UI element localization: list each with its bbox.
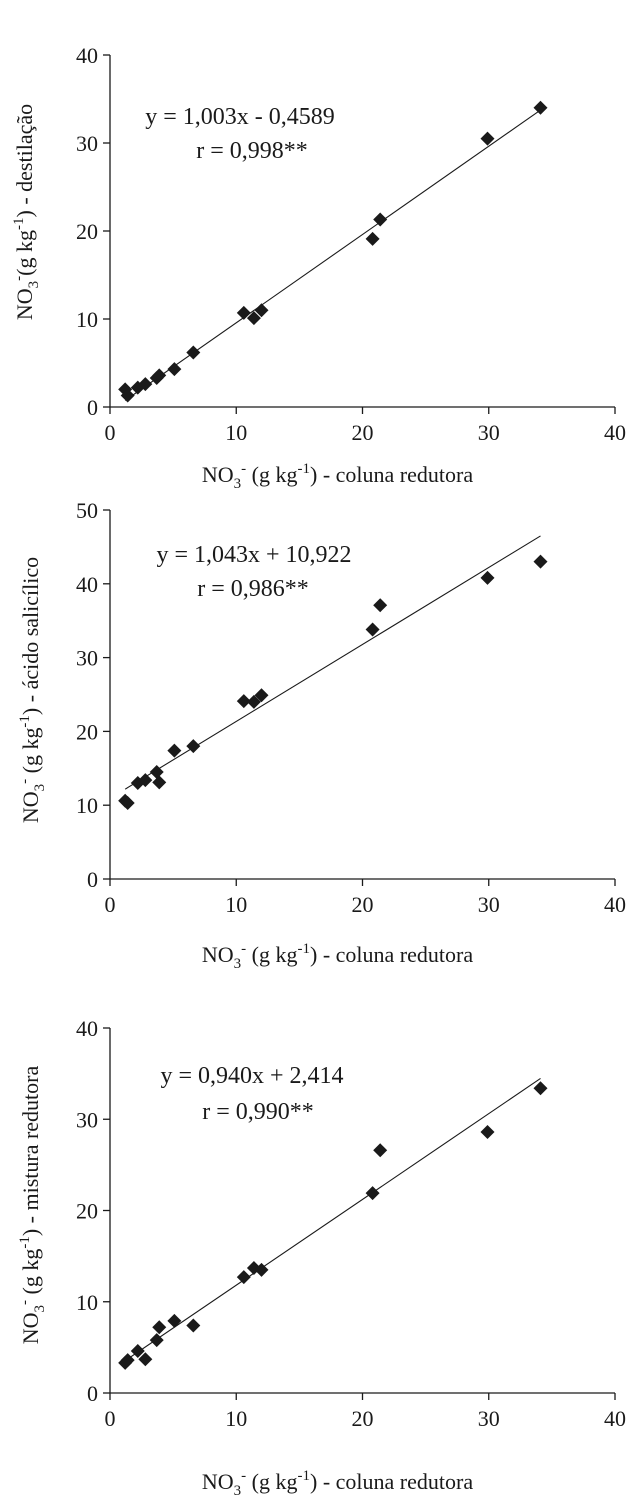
correlation-coefficient: r = 0,998** xyxy=(196,138,308,164)
regression-line xyxy=(124,1078,541,1362)
data-point xyxy=(365,231,380,246)
x-tick-label: 10 xyxy=(225,420,247,445)
y-tick-label: 20 xyxy=(76,219,98,244)
regression-equation: y = 1,043x + 10,922 xyxy=(156,542,351,568)
data-point xyxy=(373,1143,388,1158)
data-point xyxy=(236,694,251,709)
y-tick-label: 50 xyxy=(76,498,98,523)
data-point xyxy=(130,1344,145,1359)
data-point xyxy=(480,570,495,585)
data-point xyxy=(533,1081,548,1096)
regression-equation: y = 1,003x - 0,4589 xyxy=(145,104,335,130)
x-tick-label: 0 xyxy=(105,892,116,917)
data-point xyxy=(152,775,167,790)
data-point xyxy=(186,345,201,360)
y-tick-label: 30 xyxy=(76,131,98,156)
data-point xyxy=(236,305,251,320)
data-point xyxy=(373,598,388,613)
x-tick-label: 10 xyxy=(225,892,247,917)
x-tick-label: 20 xyxy=(352,1406,374,1431)
regression-line xyxy=(124,535,541,790)
data-point xyxy=(186,739,201,754)
x-tick-label: 20 xyxy=(352,420,374,445)
y-tick-label: 30 xyxy=(76,646,98,671)
data-point xyxy=(152,1320,167,1335)
data-point xyxy=(149,764,164,779)
data-point xyxy=(480,131,495,146)
data-point xyxy=(138,773,153,788)
data-point xyxy=(138,377,153,392)
data-point xyxy=(236,1270,251,1285)
data-point xyxy=(246,694,261,709)
data-point xyxy=(152,368,167,383)
scatter-chart-1: 0 10 20 30 40 0 10 20 30 40 y = 1,003x - 0,4589 r =… xyxy=(11,43,626,492)
regression-line xyxy=(124,109,541,401)
x-tick-label: 0 xyxy=(105,420,116,445)
data-point xyxy=(120,388,135,403)
y-tick-label: 40 xyxy=(76,572,98,597)
data-point xyxy=(149,1333,164,1348)
data-point xyxy=(186,1318,201,1333)
x-tick-label: 40 xyxy=(604,892,626,917)
data-point xyxy=(533,100,548,115)
data-point xyxy=(480,1125,495,1140)
regression-equation: y = 0,940x + 2,414 xyxy=(160,1063,343,1089)
y-tick-label: 40 xyxy=(76,43,98,68)
data-point xyxy=(254,303,269,318)
data-point xyxy=(120,1353,135,1368)
data-point xyxy=(254,688,269,703)
y-tick-label: 40 xyxy=(76,1016,98,1041)
x-tick-label: 40 xyxy=(604,1406,626,1431)
x-axis-label: NO3- (g kg-1) - coluna redutora xyxy=(202,461,473,492)
y-tick-label: 30 xyxy=(76,1107,98,1132)
x-tick-label: 30 xyxy=(478,420,500,445)
x-tick-label: 10 xyxy=(225,1406,247,1431)
scatter-chart-2: 0 10 20 30 40 0 10 20 30 40 50 y = 1,043x + 10,922 r… xyxy=(17,498,626,972)
x-tick-label: 0 xyxy=(105,1406,116,1431)
correlation-coefficient: r = 0,986** xyxy=(197,576,309,602)
data-point xyxy=(254,1262,269,1277)
data-point xyxy=(365,1186,380,1201)
x-tick-label: 30 xyxy=(478,892,500,917)
x-tick-label: 30 xyxy=(478,1406,500,1431)
scatter-chart-3: 0 10 20 30 40 0 10 20 30 40 y = 0,940x + 2,414 r = … xyxy=(17,1016,626,1499)
data-point xyxy=(373,212,388,227)
data-point xyxy=(167,1313,182,1328)
y-tick-label: 10 xyxy=(76,307,98,332)
y-axis-label: NO3- (g kg-1) - mistura redutora xyxy=(17,1065,48,1344)
y-tick-label: 20 xyxy=(76,719,98,744)
y-tick-label: 10 xyxy=(76,1290,98,1315)
y-tick-label: 0 xyxy=(87,395,98,420)
y-axis-label: NO3-(g kg-1) - destilação xyxy=(11,104,42,320)
x-tick-label: 40 xyxy=(604,420,626,445)
y-tick-label: 0 xyxy=(87,1381,98,1406)
data-point xyxy=(246,311,261,326)
x-tick-label: 20 xyxy=(352,892,374,917)
y-tick-label: 20 xyxy=(76,1199,98,1224)
data-point xyxy=(167,362,182,377)
data-point xyxy=(167,743,182,758)
y-axis-label: NO3- (g kg-1) - ácido salicílico xyxy=(17,557,48,823)
y-tick-label: 0 xyxy=(87,867,98,892)
data-point xyxy=(138,1352,153,1367)
data-point xyxy=(533,554,548,569)
correlation-coefficient: r = 0,990** xyxy=(202,1099,314,1125)
y-tick-label: 10 xyxy=(76,793,98,818)
x-axis-label: NO3- (g kg-1) - coluna redutora xyxy=(202,1468,473,1499)
x-axis-label: NO3- (g kg-1) - coluna redutora xyxy=(202,941,473,972)
data-point xyxy=(365,622,380,637)
data-point xyxy=(120,795,135,810)
